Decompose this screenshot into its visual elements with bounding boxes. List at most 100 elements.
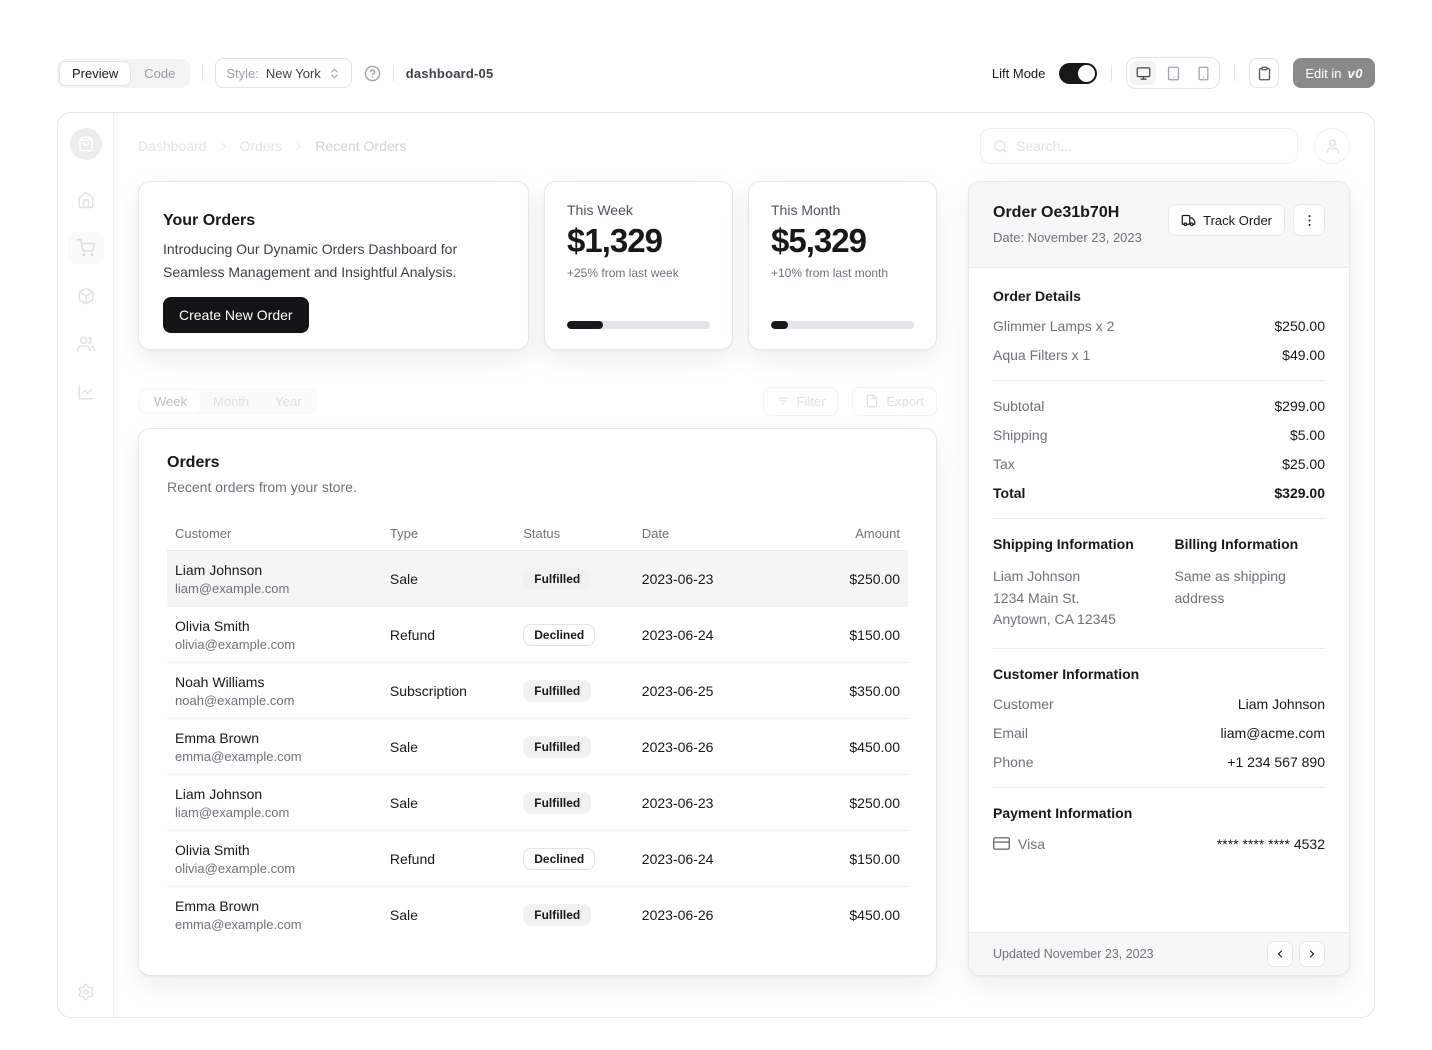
column-type[interactable]: Type <box>381 517 516 551</box>
sidebar-item-customers[interactable] <box>68 328 104 360</box>
stat-change: +25% from last week <box>567 266 679 280</box>
divider <box>202 65 204 81</box>
chevron-right-icon <box>1306 948 1318 960</box>
order-amount: $150.00 <box>759 606 908 663</box>
customer-email: liam@example.com <box>175 580 290 596</box>
edit-in-label: Edit in <box>1305 65 1342 81</box>
style-select[interactable]: Style: New York <box>215 58 352 88</box>
create-new-order-button[interactable]: Create New Order <box>163 297 309 334</box>
stat-value: $5,329 <box>771 222 867 259</box>
copy-button[interactable] <box>1249 58 1280 88</box>
previous-order-button[interactable] <box>1267 941 1293 967</box>
column-status[interactable]: Status <box>515 517 634 551</box>
order-date: 2023-06-23 <box>633 774 760 831</box>
sidebar-item-orders[interactable] <box>67 232 104 264</box>
promo-description: Introducing Our Dynamic Orders Dashboard… <box>163 241 458 280</box>
table-row[interactable]: Liam Johnson liam@example.com Sale Fulfil… <box>167 550 908 607</box>
status-badge: Declined <box>523 623 596 646</box>
status-badge: Fulfilled <box>523 791 592 814</box>
item-name: Aqua Filters x 1 <box>993 347 1091 363</box>
customer-name: Liam Johnson <box>175 561 263 578</box>
phone-view-button[interactable] <box>1190 61 1216 85</box>
style-select-label: Style: <box>226 65 259 81</box>
sidebar-item-analytics[interactable] <box>68 376 104 408</box>
customer-email: liam@example.com <box>175 804 290 820</box>
filter-button[interactable]: Filter <box>762 386 839 416</box>
smartphone-icon <box>1196 66 1211 81</box>
search-input[interactable] <box>1016 138 1285 154</box>
breadcrumb-orders[interactable]: Orders <box>239 138 283 154</box>
total-row: Total $329.00 <box>993 485 1325 501</box>
table-row[interactable]: Olivia Smith olivia@example.com Refund De… <box>167 830 908 887</box>
orders-table: Customer Type Status Date Amount Liam Jo… <box>167 517 908 943</box>
tab-week[interactable]: Week <box>141 390 200 412</box>
app-logo[interactable] <box>69 128 102 160</box>
column-amount[interactable]: Amount <box>759 517 908 551</box>
order-type: Sale <box>381 774 516 831</box>
tablet-view-button[interactable] <box>1160 61 1186 85</box>
order-type: Sale <box>381 550 516 607</box>
period-tabs: Week Month Year <box>138 387 318 415</box>
track-order-button[interactable]: Track Order <box>1168 204 1285 236</box>
search-box <box>980 128 1298 164</box>
tab-code[interactable]: Code <box>131 61 188 86</box>
email-row: Email liam@acme.com <box>993 725 1325 741</box>
table-row[interactable]: Liam Johnson liam@example.com Sale Fulfil… <box>167 774 908 831</box>
more-options-button[interactable] <box>1293 204 1325 236</box>
column-customer[interactable]: Customer <box>167 517 382 551</box>
sidebar-item-products[interactable] <box>68 280 104 312</box>
line-chart-icon <box>77 383 95 401</box>
order-details-title: Order Details <box>993 288 1081 304</box>
user-avatar[interactable] <box>1314 128 1350 164</box>
order-date: 2023-06-24 <box>633 606 760 663</box>
edit-in-v0-button[interactable]: Edit in v0 <box>1293 58 1375 88</box>
billing-text: Same as shipping address <box>1174 568 1286 606</box>
help-button[interactable] <box>364 65 381 82</box>
table-row[interactable]: Olivia Smith olivia@example.com Refund De… <box>167 606 908 663</box>
table-row[interactable]: Emma Brown emma@example.com Sale Fulfille… <box>167 718 908 775</box>
order-date: 2023-06-23 <box>633 550 760 607</box>
tab-year[interactable]: Year <box>275 393 302 409</box>
progress-bar <box>771 321 914 329</box>
orders-subtitle: Recent orders from your store. <box>167 479 357 495</box>
orders-title: Orders <box>167 454 220 471</box>
order-type: Sale <box>389 906 418 923</box>
monitor-icon <box>1136 66 1151 81</box>
package-icon <box>77 287 95 305</box>
table-row[interactable]: Emma Brown emma@example.com Sale Fulfille… <box>167 887 908 943</box>
order-id-title: Order Oe31b70H <box>993 204 1120 221</box>
total-value: $329.00 <box>1274 485 1325 501</box>
divider <box>1234 65 1236 81</box>
order-date: 2023-06-26 <box>641 906 714 923</box>
export-button[interactable]: Export <box>852 386 937 416</box>
stat-label: This Week <box>567 202 633 218</box>
tab-preview[interactable]: Preview <box>59 60 132 86</box>
sidebar-item-home[interactable] <box>68 184 104 216</box>
order-amount: $250.00 <box>759 774 908 831</box>
email-value: liam@acme.com <box>1220 725 1325 742</box>
export-label: Export <box>886 393 924 409</box>
order-date: 2023-06-26 <box>633 718 760 775</box>
breadcrumb-dashboard[interactable]: Dashboard <box>138 138 207 154</box>
stat-label: This Month <box>771 202 841 218</box>
desktop-view-button[interactable] <box>1130 61 1157 85</box>
customer-name: Olivia Smith <box>175 617 250 634</box>
status-badge: Declined <box>523 847 596 870</box>
order-panel-body: Order Details Glimmer Lamps x 2 $250.00 … <box>969 268 1349 932</box>
lift-mode-toggle[interactable] <box>1059 62 1098 84</box>
sidebar-item-settings[interactable] <box>77 983 95 1001</box>
order-amount: $250.00 <box>759 550 908 607</box>
this-week-card: This Week $1,329 +25% from last week <box>544 181 733 350</box>
divider <box>993 787 1325 789</box>
this-month-card: This Month $5,329 +10% from last month <box>748 181 937 350</box>
next-order-button[interactable] <box>1299 941 1325 967</box>
column-date[interactable]: Date <box>633 517 760 551</box>
order-detail-panel: Order Oe31b70H Date: November 23, 2023 T… <box>968 181 1350 976</box>
table-row[interactable]: Noah Williams noah@example.com Subscripti… <box>167 662 908 719</box>
tax-row: Tax $25.00 <box>993 456 1325 472</box>
divider <box>993 518 1325 519</box>
user-icon <box>1324 138 1341 155</box>
chevrons-up-down-icon <box>328 67 341 80</box>
tab-month[interactable]: Month <box>213 393 250 409</box>
table-header-row: Customer Type Status Date Amount <box>167 517 908 551</box>
